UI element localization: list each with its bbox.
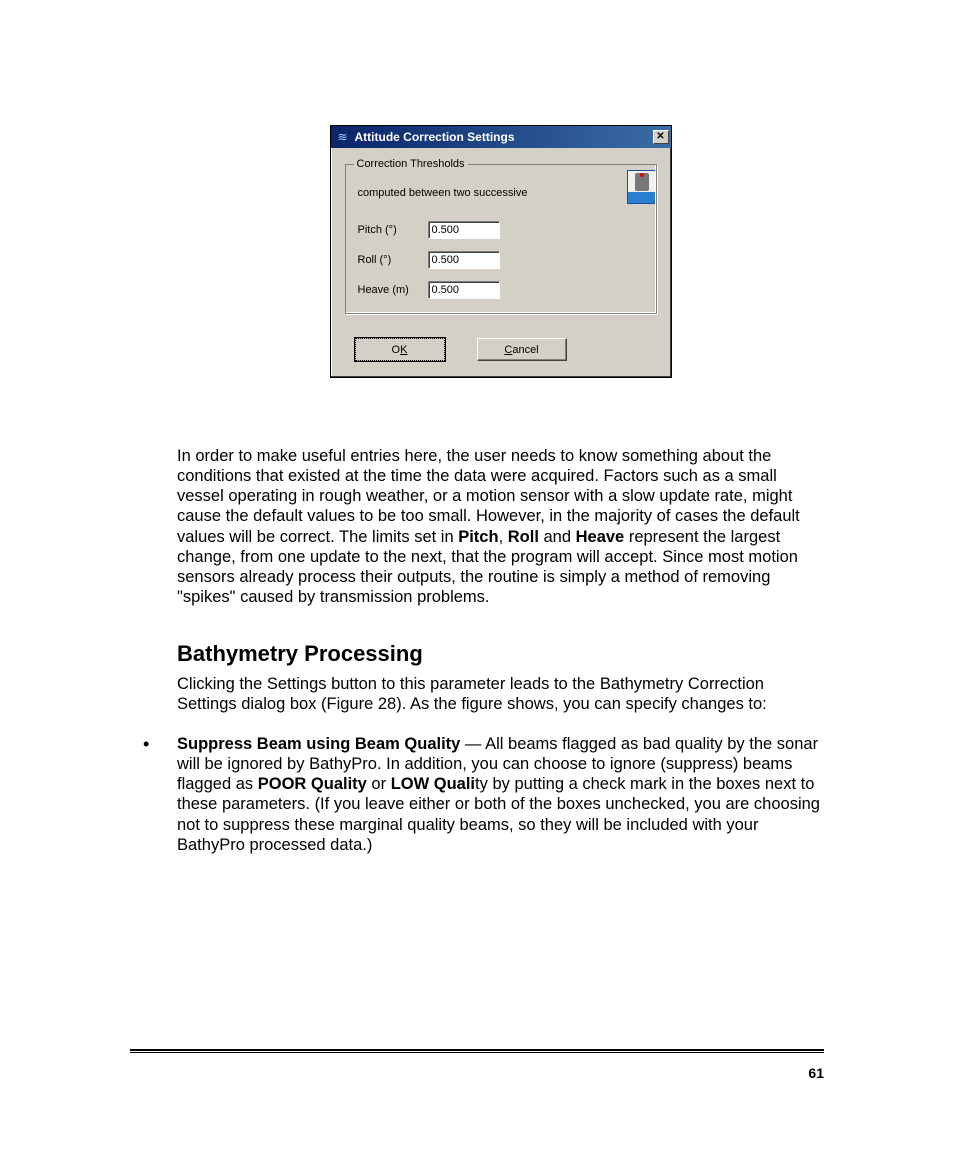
bullet-list: Suppress Beam using Beam Quality — All b… (137, 734, 824, 855)
bold-roll: Roll (508, 528, 539, 546)
dialog-button-row: OK Cancel (345, 338, 657, 363)
correction-thresholds-group: Correction Thresholds computed between t… (345, 164, 657, 314)
pitch-row: Pitch (°) (358, 221, 644, 239)
heave-label: Heave (m) (358, 284, 428, 296)
heave-input[interactable] (428, 281, 500, 299)
attitude-correction-dialog: ≋ Attitude Correction Settings ✕ Correct… (330, 125, 672, 378)
pitch-input[interactable] (428, 221, 500, 239)
footer-rule (130, 1049, 824, 1053)
ok-button[interactable]: OK (355, 338, 445, 361)
heave-row: Heave (m) (358, 281, 644, 299)
roll-row: Roll (°) (358, 251, 644, 269)
bullet-suppress-beam: Suppress Beam using Beam Quality — All b… (137, 734, 824, 855)
groupbox-subtext: computed between two successive (358, 187, 644, 199)
pitch-label: Pitch (°) (358, 224, 428, 236)
roll-label: Roll (°) (358, 254, 428, 266)
app-icon: ≋ (335, 129, 351, 145)
bold-suppress-beam: Suppress Beam using Beam Quality (177, 735, 460, 753)
dialog-title: Attitude Correction Settings (355, 130, 653, 144)
close-icon[interactable]: ✕ (653, 130, 669, 144)
paragraph-intro: In order to make useful entries here, th… (177, 446, 824, 607)
dialog-body: Correction Thresholds computed between t… (331, 148, 671, 377)
groupbox-legend: Correction Thresholds (354, 158, 468, 170)
bold-poor-quality: POOR Quality (258, 775, 367, 793)
paragraph-bathy-intro: Clicking the Settings button to this par… (177, 674, 824, 714)
heading-bathymetry: Bathymetry Processing (177, 641, 824, 668)
bold-heave: Heave (576, 528, 625, 546)
roll-input[interactable] (428, 251, 500, 269)
document-page: ≋ Attitude Correction Settings ✕ Correct… (0, 0, 954, 1159)
page-number: 61 (808, 1065, 824, 1081)
bold-pitch: Pitch (458, 528, 498, 546)
cancel-button[interactable]: Cancel (477, 338, 567, 361)
document-body-text: In order to make useful entries here, th… (177, 446, 824, 855)
bold-low-quality: LOW Quali (391, 775, 475, 793)
dialog-title-bar: ≋ Attitude Correction Settings ✕ (331, 126, 671, 148)
